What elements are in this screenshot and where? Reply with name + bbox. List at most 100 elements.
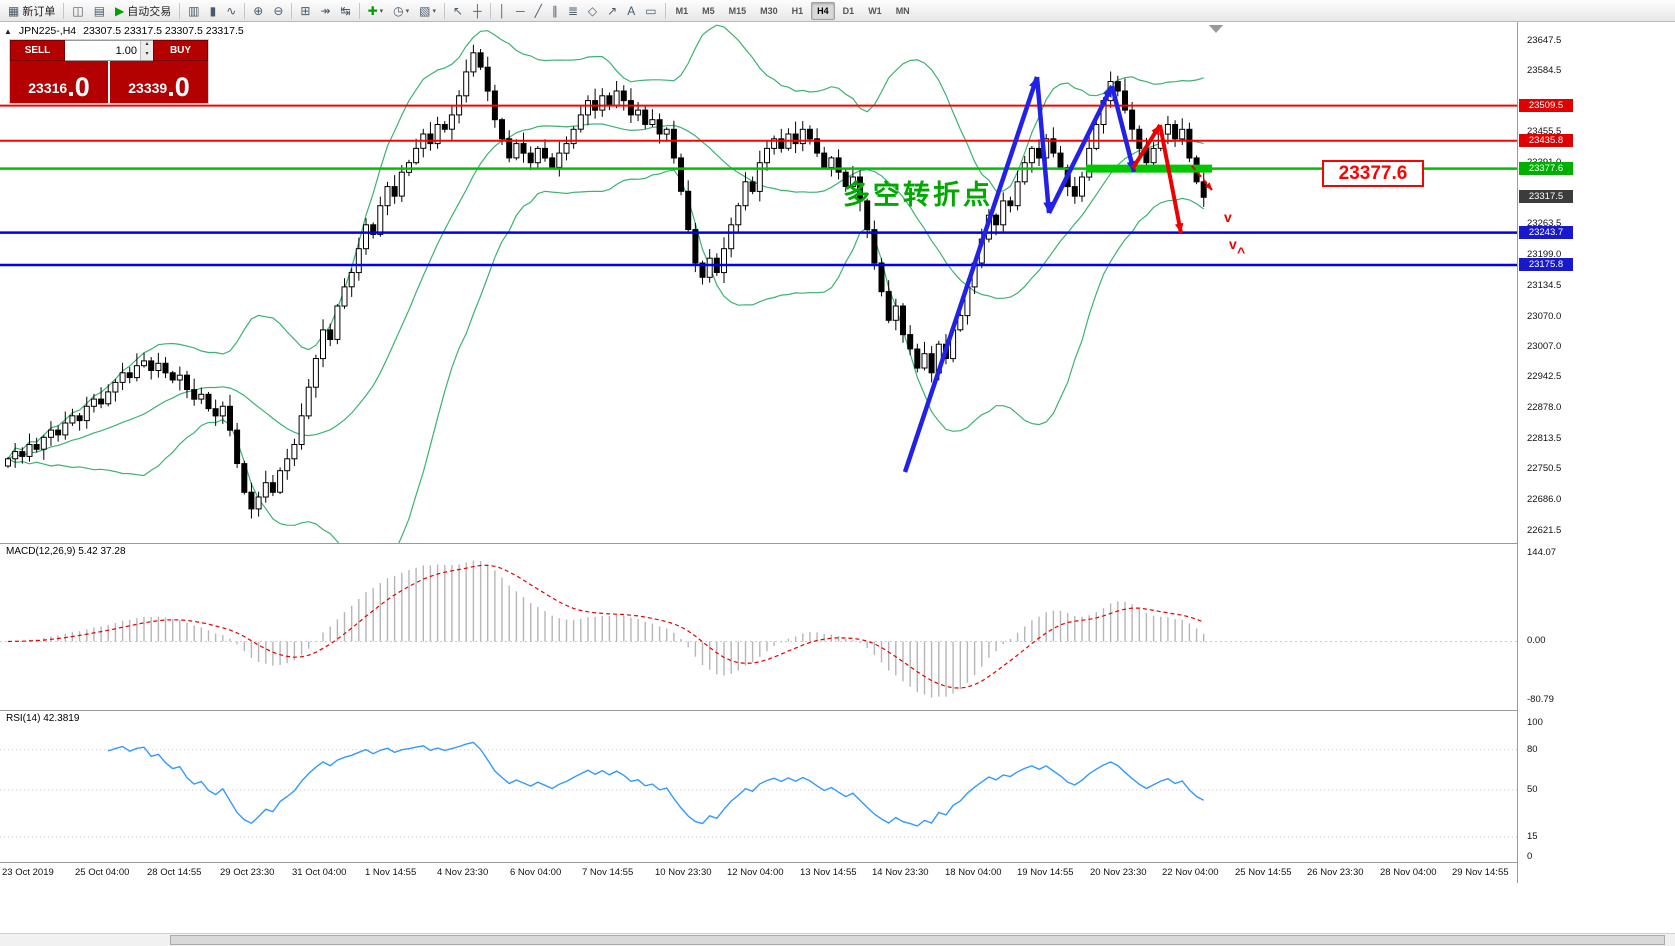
time-axis-label: 25 Nov 14:55 xyxy=(1235,867,1292,878)
vertical-line-icon: │ xyxy=(498,3,507,18)
rsi-indicator-canvas[interactable] xyxy=(0,710,1517,862)
volume-input[interactable] xyxy=(65,41,140,60)
rsi-scale-label: 100 xyxy=(1527,717,1543,728)
channel-button[interactable]: ∥ xyxy=(547,1,563,20)
grid-button[interactable]: ⊞ xyxy=(295,1,315,20)
timeframe-button-h4[interactable]: H4 xyxy=(811,1,835,20)
time-axis-label: 25 Oct 04:00 xyxy=(75,867,130,878)
new-order-button[interactable]: ▦ 新订单 xyxy=(3,1,60,20)
price-tick-label: 23263.5 xyxy=(1527,218,1562,229)
chart-shift-button[interactable]: ↹ xyxy=(336,1,356,20)
price-line-badge: 23317.5 xyxy=(1519,190,1573,203)
main-chart-canvas[interactable]: vv ^多空转折点 xyxy=(0,22,1517,543)
buy-price-main: 23339 xyxy=(128,80,168,96)
line-chart-button[interactable]: ∿ xyxy=(221,1,241,20)
timeframe-button-w1[interactable]: W1 xyxy=(868,5,882,16)
toolbar-separator xyxy=(664,2,666,19)
buy-button[interactable]: BUY xyxy=(153,40,208,61)
time-axis-label: 28 Nov 04:00 xyxy=(1380,867,1437,878)
chart-header: ▲ JPN225-,H4 23307.5 23317.5 23307.5 233… xyxy=(4,25,244,37)
cursor-button[interactable]: ↖ xyxy=(448,1,468,20)
periods-button[interactable]: ◷ ▾ xyxy=(388,1,414,20)
timeframe-button-mn[interactable]: MN xyxy=(895,5,910,16)
toolbar-separator xyxy=(444,2,446,19)
toolbar-separator xyxy=(179,2,181,19)
candles-group xyxy=(5,44,1207,519)
macd-label: MACD(12,26,9) 5.42 37.28 xyxy=(6,546,126,557)
macd-indicator-canvas[interactable] xyxy=(0,543,1517,710)
templates-icon: ▧ xyxy=(419,3,431,18)
label-button[interactable]: ▭ xyxy=(640,1,661,20)
time-axis-label: 29 Oct 23:30 xyxy=(220,867,275,878)
toolbar-separator xyxy=(358,2,360,19)
autotrading-icon: ▶ xyxy=(115,3,125,18)
time-axis-label: 29 Nov 14:55 xyxy=(1452,867,1509,878)
timeframe-button-d1[interactable]: D1 xyxy=(842,5,855,16)
price-tick-label: 22878.0 xyxy=(1527,402,1562,413)
chart-annotation-text[interactable]: 多空转折点 xyxy=(843,179,993,211)
zoom-out-icon: ⊖ xyxy=(273,3,284,18)
price-line-badge: 23435.8 xyxy=(1519,134,1573,147)
zoom-in-button[interactable]: ⊕ xyxy=(248,1,268,20)
time-axis[interactable]: 23 Oct 2019 25 Oct 04:00 28 Oct 14:55 29 Oc… xyxy=(0,862,1517,882)
indicators-button[interactable]: ✚ ▾ xyxy=(363,1,389,20)
templates-button[interactable]: ▧ ▾ xyxy=(414,1,441,20)
timeframe-button-m5[interactable]: M5 xyxy=(702,5,715,16)
time-axis-label: 31 Oct 04:00 xyxy=(292,867,347,878)
charts-window-button[interactable]: ◫ xyxy=(67,1,88,20)
price-tick-label: 23455.5 xyxy=(1527,126,1562,137)
trendline-button[interactable]: ╱ xyxy=(530,1,547,20)
macd-scale-label: 144.07 xyxy=(1527,547,1557,558)
price-line-badge: 23377.6 xyxy=(1519,162,1573,175)
channel-icon: ∥ xyxy=(551,3,558,18)
rsi-scale-label: 0 xyxy=(1527,851,1533,862)
text-button[interactable]: A xyxy=(622,1,640,20)
timeframe-button-h1[interactable]: H1 xyxy=(791,5,804,16)
dropdown-caret-icon: ▾ xyxy=(405,7,410,15)
timeframe-button-m1[interactable]: M1 xyxy=(675,5,689,16)
toolbar-separator xyxy=(489,2,491,19)
time-axis-label: 10 Nov 23:30 xyxy=(655,867,712,878)
crosshair-button[interactable]: ┼ xyxy=(468,1,487,20)
fibonacci-button[interactable]: ≣ xyxy=(563,1,583,20)
red-arrow-mark: v xyxy=(1229,236,1237,252)
toolbar: ▦ 新订单 ◫ ▤ ▶ 自动交易 ▥ ▮ ∿ ⊕ ⊖ ⊞ ↠ ↹ ✚ ▾ ◷ ▾ ▧ ▾ ↖ ┼ │ ─ ╱ ∥ ≣ ◇ ↗ A ▭ M1 M5… xyxy=(0,0,1675,22)
sell-button[interactable]: SELL xyxy=(10,40,65,61)
chart-shift-marker[interactable] xyxy=(1209,25,1223,33)
time-axis-label: 14 Nov 23:30 xyxy=(872,867,929,878)
scrollbar-thumb[interactable] xyxy=(170,935,1665,945)
price-axis[interactable]: 23647.523584.523455.523391.023263.523199… xyxy=(1517,22,1675,883)
price-callout-label[interactable]: 23377.6 xyxy=(1322,160,1424,187)
auto-scroll-button[interactable]: ↠ xyxy=(315,1,335,20)
chart-shift-icon: ↹ xyxy=(340,3,351,18)
buy-price-display[interactable]: 23339.0 xyxy=(110,61,208,103)
horizontal-scrollbar[interactable] xyxy=(0,933,1675,946)
candlestick-button[interactable]: ▮ xyxy=(205,1,222,20)
zoom-out-button[interactable]: ⊖ xyxy=(268,1,288,20)
toolbar-separator xyxy=(291,2,293,19)
terminal-button[interactable]: ▤ xyxy=(89,1,110,20)
arrows-button[interactable]: ↗ xyxy=(602,1,622,20)
time-axis-label: 22 Nov 04:00 xyxy=(1162,867,1219,878)
sell-price-display[interactable]: 23316.0 xyxy=(10,61,108,103)
collapse-panel-icon[interactable]: ▲ xyxy=(4,26,12,36)
volume-increase-button[interactable]: ▴ xyxy=(141,41,153,51)
price-tick-label: 22750.5 xyxy=(1527,463,1562,474)
buy-price-frac: .0 xyxy=(167,72,190,103)
autotrading-button[interactable]: ▶ 自动交易 xyxy=(110,1,176,20)
time-axis-label: 4 Nov 23:30 xyxy=(437,867,489,878)
timeframe-button-m30[interactable]: M30 xyxy=(760,5,778,16)
horizontal-line-button[interactable]: ─ xyxy=(511,1,530,20)
vertical-line-button[interactable]: │ xyxy=(494,1,512,20)
price-tick-label: 23584.5 xyxy=(1527,65,1562,76)
rsi-scale-label: 80 xyxy=(1527,744,1538,755)
red-arrow-mark: v xyxy=(1224,209,1232,225)
price-tick-label: 23199.0 xyxy=(1527,249,1562,260)
price-tick-label: 23007.0 xyxy=(1527,341,1562,352)
toolbar-separator xyxy=(244,2,246,19)
timeframe-button-m15[interactable]: M15 xyxy=(728,5,747,16)
volume-decrease-button[interactable]: ▾ xyxy=(141,50,153,60)
bar-chart-button[interactable]: ▥ xyxy=(183,1,204,20)
price-tick-label: 23647.5 xyxy=(1527,35,1562,46)
shapes-button[interactable]: ◇ xyxy=(583,1,602,20)
